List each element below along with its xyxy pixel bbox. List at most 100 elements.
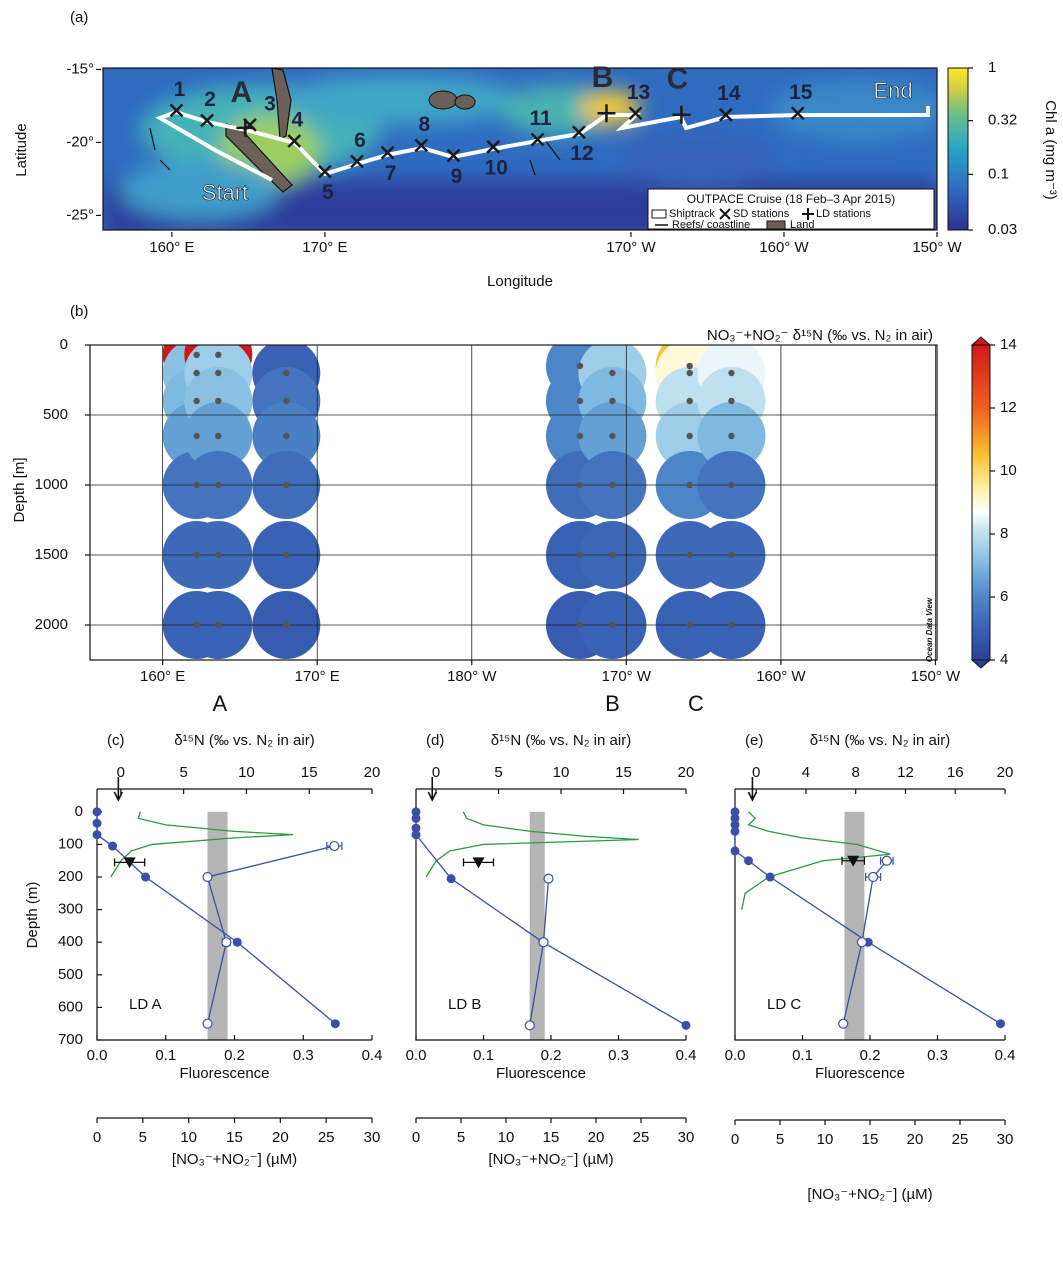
sample-point [193, 481, 200, 489]
nitrate-point [765, 872, 775, 882]
station-label: 7 [385, 162, 397, 185]
x-tick-label: 20 [272, 1129, 289, 1146]
x-axis-label: δ¹⁵N (‰ vs. N₂ in air) [491, 732, 631, 749]
sample-point [215, 621, 222, 629]
colorbar-tick-label: 8 [1000, 525, 1008, 542]
x-tick-label: 0.1 [792, 1047, 813, 1064]
d15n-point [856, 937, 868, 948]
d15n-point [838, 1018, 849, 1029]
x-tick-label: 0.3 [608, 1047, 629, 1064]
nitrate-point [411, 823, 421, 833]
x-tick-label: 10 [180, 1129, 197, 1146]
ld-station [672, 105, 691, 124]
station-label: 10 [485, 156, 508, 179]
sample-point [193, 432, 200, 440]
map-frame [102, 67, 938, 231]
y-tick-label: 300 [58, 901, 83, 918]
x-tick-label: 5 [776, 1131, 784, 1148]
y-tick-label: 600 [58, 998, 83, 1015]
d15n-point [881, 855, 892, 866]
legend-item: Land [790, 219, 814, 231]
nitrate-point [92, 807, 102, 817]
sample-point [686, 362, 693, 370]
sample-point [728, 397, 735, 405]
x-tick-label: 15 [862, 1131, 879, 1148]
x-tick-label: 4 [802, 764, 810, 781]
x-tick-label: 160° W [759, 239, 809, 256]
sample-point [728, 432, 735, 440]
x-tick-label: 170° E [302, 239, 347, 256]
nitrate-point [996, 1019, 1005, 1029]
d15n-point [221, 937, 232, 948]
x-tick-label: 10 [498, 1129, 515, 1146]
ld-station [597, 104, 616, 123]
annotation: Start [202, 180, 248, 205]
y-tick-label: -25° [66, 206, 94, 223]
x-axis-label: Longitude [487, 273, 553, 290]
x-tick-label: 150° W [912, 239, 962, 256]
sample-point [686, 481, 693, 489]
y-axis-label: Depth (m) [24, 882, 41, 949]
y-tick-label: 1500 [35, 546, 68, 563]
sd-station [572, 125, 586, 140]
y-tick-label: 500 [58, 966, 83, 983]
y-axis-label: Depth [m] [11, 457, 28, 522]
x-tick-label: 170° E [295, 668, 340, 685]
x-tick-label: 10 [553, 764, 570, 781]
d15n-point [524, 1020, 535, 1031]
d15n-point [329, 840, 340, 852]
x-tick-label: 170° W [606, 239, 656, 256]
x-tick-label: 160° E [140, 668, 185, 685]
nitrate-point [411, 807, 421, 817]
nitrate-point [232, 937, 242, 947]
station-label: 2 [204, 88, 216, 111]
x-tick-label: 15 [301, 764, 318, 781]
sample-point [686, 621, 693, 629]
colorbar-tick-label: 0.32 [988, 112, 1017, 129]
x-axis-label: Fluorescence [179, 1065, 269, 1082]
sd-station [718, 107, 733, 122]
colorbar [971, 344, 991, 661]
x-tick-label: 0.1 [155, 1047, 176, 1064]
sample-point [193, 621, 200, 629]
x-tick-label: 5 [179, 764, 187, 781]
x-tick-label: 180° W [447, 668, 497, 685]
sd-station [486, 139, 501, 154]
y-tick-label: 1000 [35, 476, 68, 493]
sample-point [609, 369, 616, 377]
d15n-point [543, 873, 554, 884]
nitrate-point [730, 846, 740, 856]
x-tick-label: 170° W [602, 668, 652, 685]
station-label: 8 [418, 113, 430, 136]
sample-point [215, 432, 222, 440]
sample-point [193, 351, 200, 358]
y-tick-label: 0 [60, 336, 68, 353]
sd-station [380, 145, 395, 160]
nitrate-point [730, 813, 740, 823]
station-label: 6 [354, 129, 366, 152]
legend-item: LD stations [816, 208, 872, 220]
x-tick-label: 10 [817, 1131, 834, 1148]
x-axis-label: δ¹⁵N (‰ vs. N₂ in air) [810, 732, 950, 749]
d15n-line [842, 860, 888, 1024]
x-tick-label: 0.3 [927, 1047, 948, 1064]
colorbar-tick-label: 6 [1000, 588, 1008, 605]
nitrate-point [730, 820, 740, 830]
panel-label: (b) [70, 303, 88, 320]
station-label: 1 [174, 78, 186, 101]
x-tick-label: 5 [457, 1129, 465, 1146]
colorbar-tick-label: 1 [988, 59, 996, 76]
sd-station [414, 138, 429, 153]
sd-station [200, 113, 214, 128]
d15n-line [206, 845, 335, 1024]
x-axis-label: δ¹⁵N (‰ vs. N₂ in air) [174, 732, 314, 749]
ld-label: B [592, 61, 614, 94]
station-label: 5 [322, 181, 334, 204]
y-tick-label: 0 [75, 803, 83, 820]
x-tick-label: 0 [752, 764, 760, 781]
sample-point [728, 369, 735, 377]
sample-point [576, 481, 584, 489]
x-tick-label: 0.2 [541, 1047, 562, 1064]
watermark: Ocean Data View [925, 597, 934, 662]
